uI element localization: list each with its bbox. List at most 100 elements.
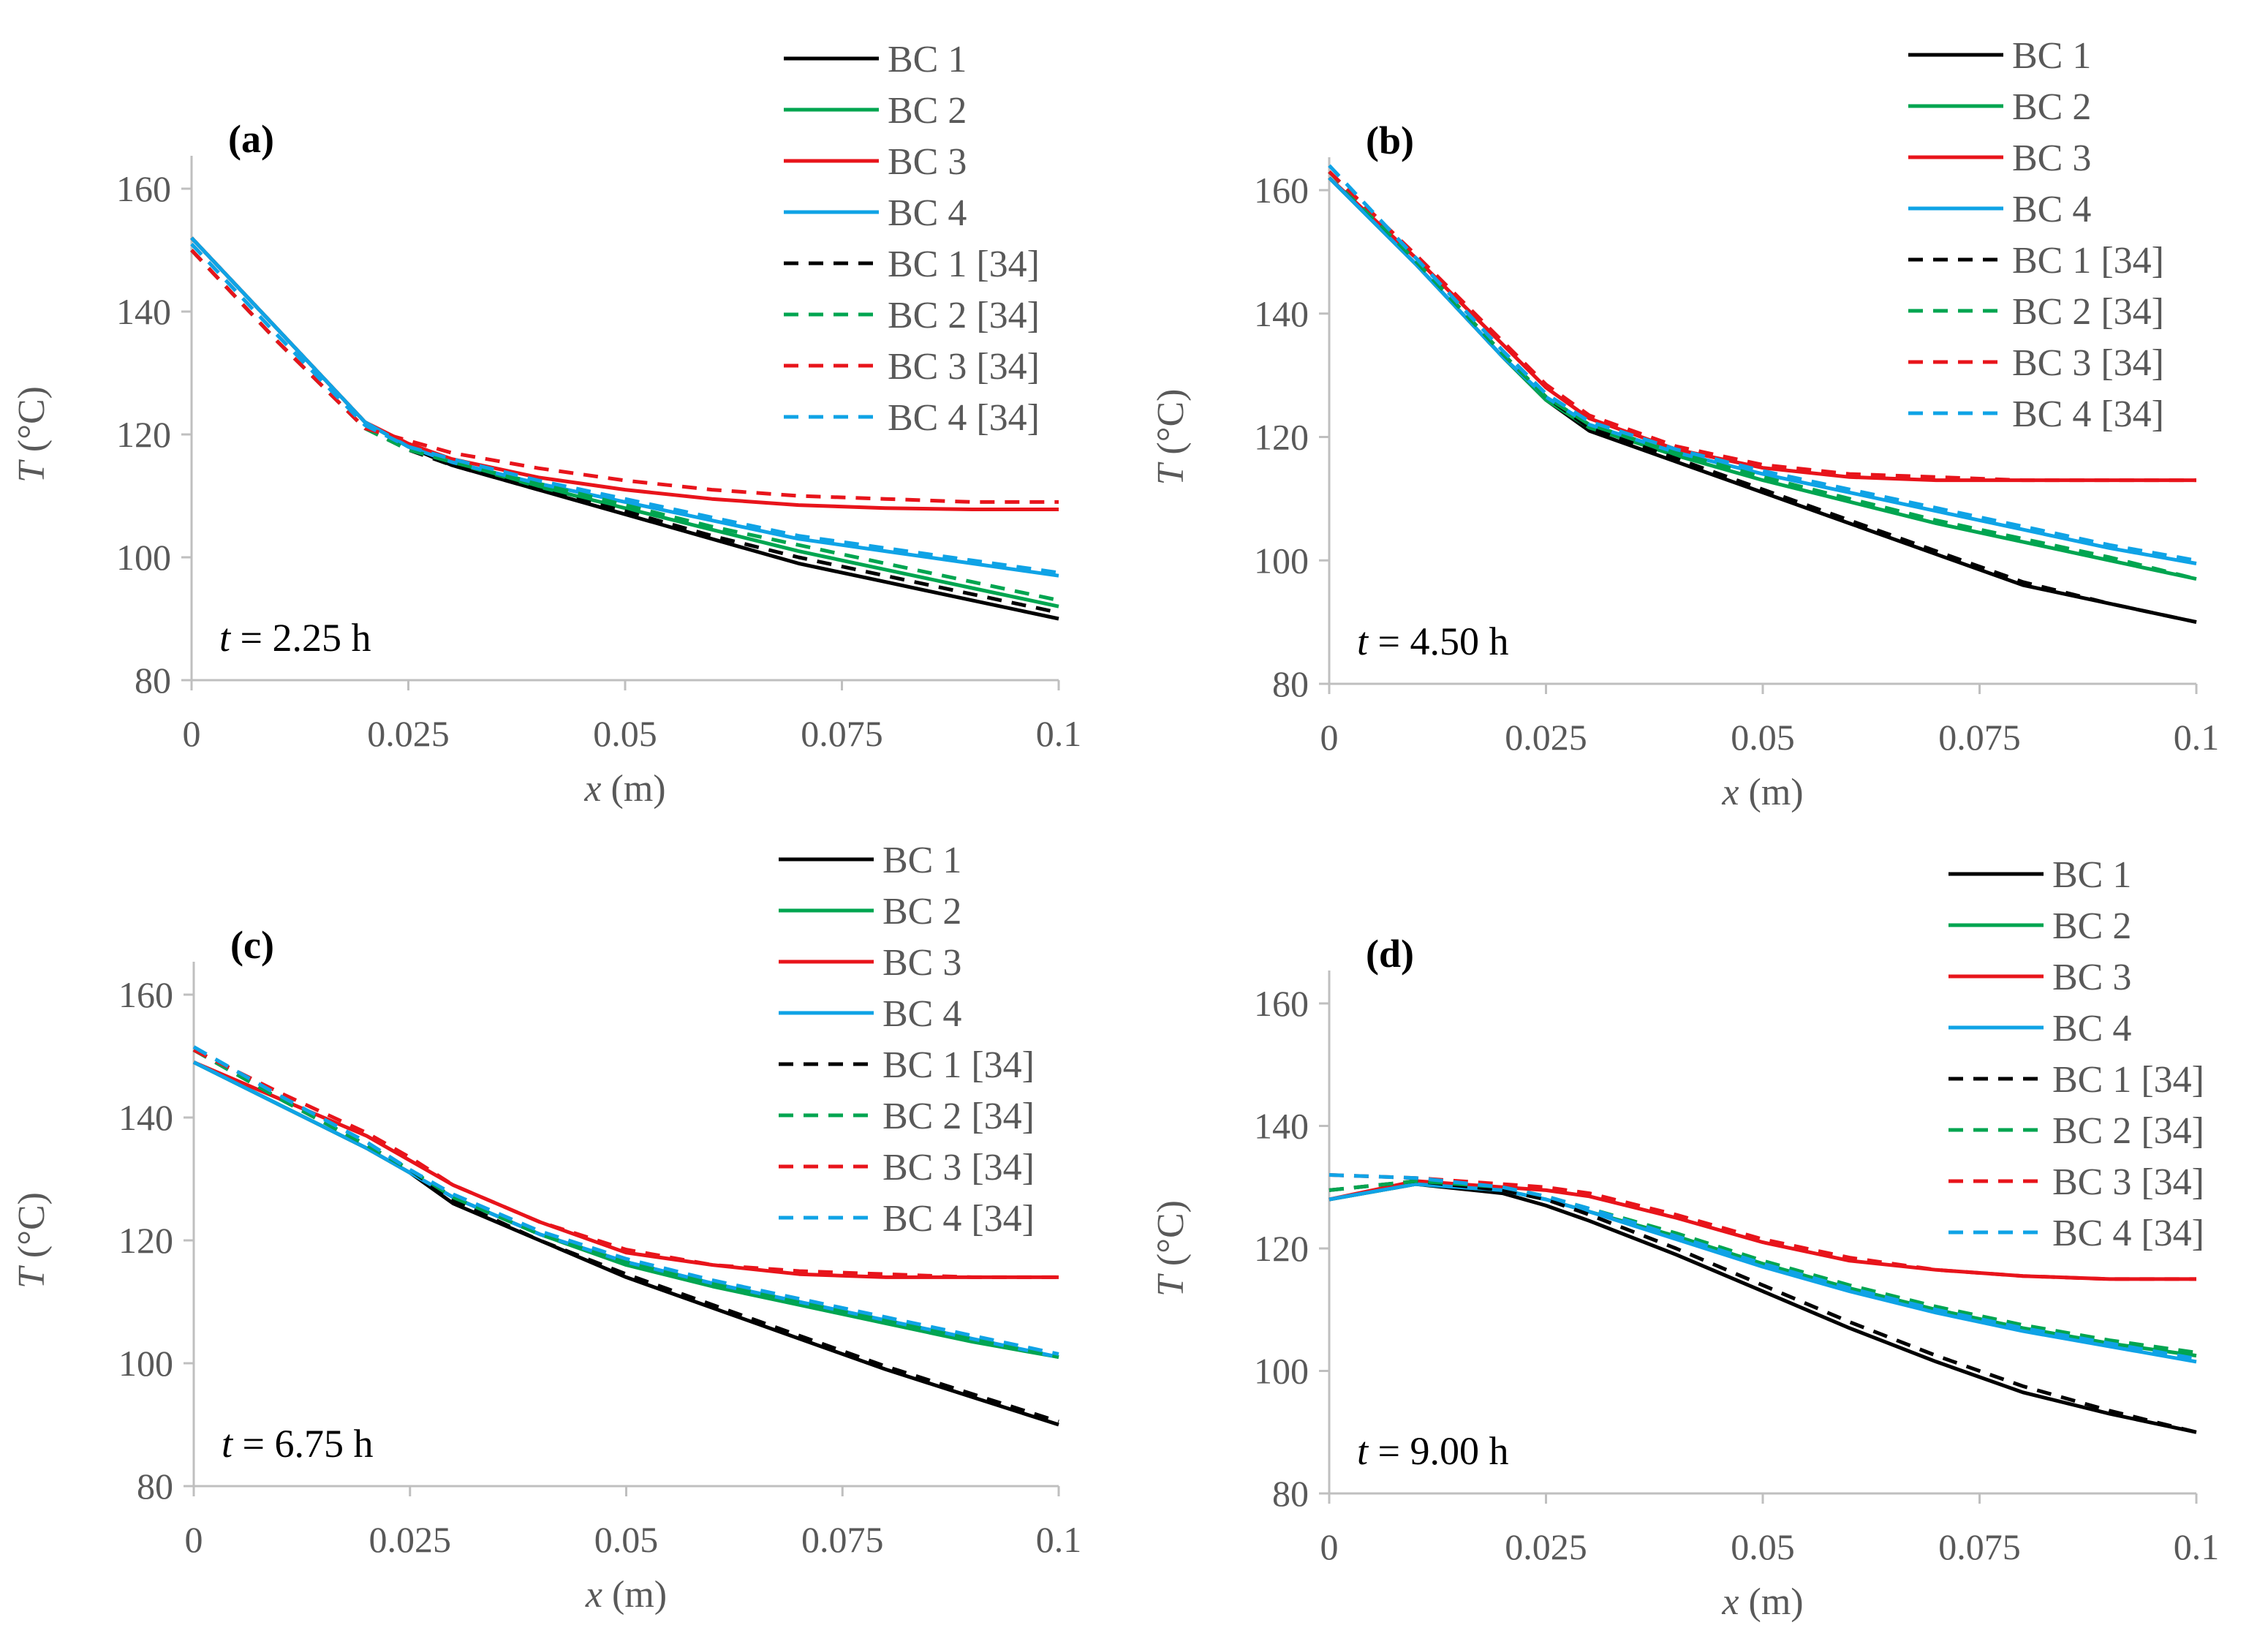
y-tick-label: 100 <box>1254 1351 1309 1392</box>
y-tick-label: 80 <box>135 660 171 701</box>
y-tick-label: 120 <box>116 414 171 455</box>
y-tick-label: 100 <box>116 537 171 578</box>
x-axis-var: x <box>583 768 601 810</box>
legend: BC 1 BC 2 BC 3 BC 4 BC 1 [34] BC 2 [34] BC 3 [… <box>1908 35 2164 435</box>
legend: BC 1 BC 2 BC 3 BC 4 BC 1 [34] BC 2 [34] BC 3 [… <box>779 840 1035 1240</box>
legend: BC 1 BC 2 BC 3 BC 4 BC 1 [34] BC 2 [34] BC 3 [… <box>784 39 1040 439</box>
legend-label-bc2: BC 2 <box>882 891 961 932</box>
x-tick-label: 0.1 <box>1036 713 1082 754</box>
series-line-bc3_ref <box>192 1048 1059 1279</box>
legend-label-bc1_ref: BC 1 [34] <box>888 244 1040 285</box>
legend-label-bc1_ref: BC 1 [34] <box>2052 1059 2204 1101</box>
legend-label-bc3_ref: BC 3 [34] <box>2052 1161 2204 1203</box>
legend-label-bc3: BC 3 <box>2052 957 2131 998</box>
x-tick-label: 0.075 <box>1938 1526 2021 1567</box>
y-tick-label: 80 <box>137 1466 173 1507</box>
y-axis-unit: (°C) <box>11 386 53 461</box>
y-tick-label: 160 <box>116 168 171 209</box>
legend-label-bc1: BC 1 <box>882 840 961 881</box>
x-tick-label: 0.1 <box>2174 1526 2220 1567</box>
time-var: t <box>1357 1429 1369 1473</box>
x-tick-label: 0.075 <box>1938 717 2021 758</box>
panel-d: 0 0.025 0.05 0.075 0.1 80 100 120 140 160 x (m) T (… <box>1150 854 2219 1623</box>
y-axis-unit: (°C) <box>11 1192 53 1267</box>
y-axis-var: T <box>1150 462 1192 486</box>
series-line-bc4_ref <box>190 242 1059 575</box>
time-var: t <box>219 616 232 660</box>
legend-label-bc2_ref: BC 2 [34] <box>882 1096 1035 1137</box>
legend-label-bc1: BC 1 <box>2012 35 2091 77</box>
time-annotation: t = 6.75 h <box>222 1422 373 1466</box>
time-annotation: t = 9.00 h <box>1357 1429 1508 1473</box>
series-line-bc3_ref <box>190 249 1059 504</box>
x-tick-label: 0.075 <box>801 713 883 754</box>
x-tick-label: 0.05 <box>594 1519 659 1560</box>
panel-label: (c) <box>230 923 274 967</box>
y-tick-label: 160 <box>1254 983 1309 1024</box>
y-axis-title: T (°C) <box>11 386 53 483</box>
x-axis-title: x (m) <box>585 1574 667 1616</box>
y-axis-unit: (°C) <box>1150 1200 1192 1275</box>
x-tick-label: 0.025 <box>1505 1526 1587 1567</box>
panel-label: (b) <box>1366 118 1414 162</box>
legend-label-bc4: BC 4 <box>888 192 967 234</box>
series-line-bc4_ref <box>1328 1173 2197 1361</box>
legend-label-bc4: BC 4 <box>882 993 961 1035</box>
y-tick-label: 120 <box>1254 417 1309 458</box>
time-annotation: t = 4.50 h <box>1357 619 1508 663</box>
time-value: = 4.50 h <box>1368 619 1508 663</box>
y-tick-label: 120 <box>118 1220 173 1261</box>
x-tick-label: 0.1 <box>2174 717 2220 758</box>
y-axis-title: T (°C) <box>1150 388 1192 485</box>
x-tick-label: 0 <box>185 1519 203 1560</box>
x-axis-unit: (m) <box>1739 1581 1804 1623</box>
legend-label-bc3_ref: BC 3 [34] <box>882 1147 1035 1188</box>
x-tick-label: 0 <box>1320 1526 1339 1567</box>
panel-a: 0 0.025 0.05 0.075 0.1 80 100 120 140 160 x (m) T (… <box>11 39 1081 810</box>
time-value: = 9.00 h <box>1368 1429 1508 1473</box>
x-tick-label: 0.025 <box>369 1519 452 1560</box>
time-var: t <box>222 1422 234 1466</box>
legend-label-bc2_ref: BC 2 [34] <box>2012 291 2164 333</box>
legend-label-bc2: BC 2 <box>2052 905 2131 947</box>
x-axis-title: x (m) <box>1721 772 1803 813</box>
panel-c: 0 0.025 0.05 0.075 0.1 80 100 120 140 160 x (m) T (… <box>11 840 1081 1616</box>
series-line-bc4_ref <box>1328 164 2197 562</box>
y-axis-title: T (°C) <box>11 1192 53 1289</box>
y-tick-label: 160 <box>118 974 173 1015</box>
y-tick-label: 80 <box>1272 663 1309 704</box>
legend-label-bc1: BC 1 <box>2052 854 2131 896</box>
legend: BC 1 BC 2 BC 3 BC 4 BC 1 [34] BC 2 [34] BC 3 [… <box>1948 854 2204 1254</box>
series-line-bc2 <box>1328 1182 2197 1358</box>
x-axis-unit: (m) <box>1739 772 1804 813</box>
legend-label-bc4: BC 4 <box>2052 1008 2131 1049</box>
x-tick-label: 0.025 <box>1505 717 1587 758</box>
panel-label: (d) <box>1366 932 1414 976</box>
time-var: t <box>1357 619 1369 663</box>
x-axis-var: x <box>1721 1581 1739 1623</box>
x-tick-label: 0 <box>183 713 201 754</box>
x-tick-label: 0 <box>1320 717 1339 758</box>
panel-b: 0 0.025 0.05 0.075 0.1 80 100 120 140 160 x (m) T (… <box>1150 35 2219 813</box>
series-line-bc3_ref <box>1328 1173 2196 1281</box>
y-tick-label: 80 <box>1272 1473 1309 1514</box>
x-axis-var: x <box>1721 772 1739 813</box>
legend-label-bc2_ref: BC 2 [34] <box>888 295 1040 336</box>
series-line-bc1 <box>1328 1182 2197 1434</box>
x-tick-label: 0.025 <box>367 713 450 754</box>
time-value: = 2.25 h <box>230 616 371 660</box>
legend-label-bc2: BC 2 <box>888 90 967 132</box>
y-tick-label: 140 <box>116 291 171 332</box>
legend-label-bc4: BC 4 <box>2012 189 2091 230</box>
y-axis-var: T <box>1150 1273 1192 1297</box>
x-axis-unit: (m) <box>602 768 666 810</box>
legend-label-bc4_ref: BC 4 [34] <box>888 397 1040 439</box>
series-line-bc2_ref <box>192 1048 1059 1360</box>
series-line-bc2_ref <box>1328 170 2197 581</box>
x-tick-label: 0.075 <box>801 1519 884 1560</box>
legend-label-bc4_ref: BC 4 [34] <box>2012 393 2164 435</box>
legend-label-bc3: BC 3 <box>882 942 961 984</box>
legend-label-bc3_ref: BC 3 [34] <box>888 346 1040 388</box>
x-tick-label: 0.05 <box>1731 717 1795 758</box>
